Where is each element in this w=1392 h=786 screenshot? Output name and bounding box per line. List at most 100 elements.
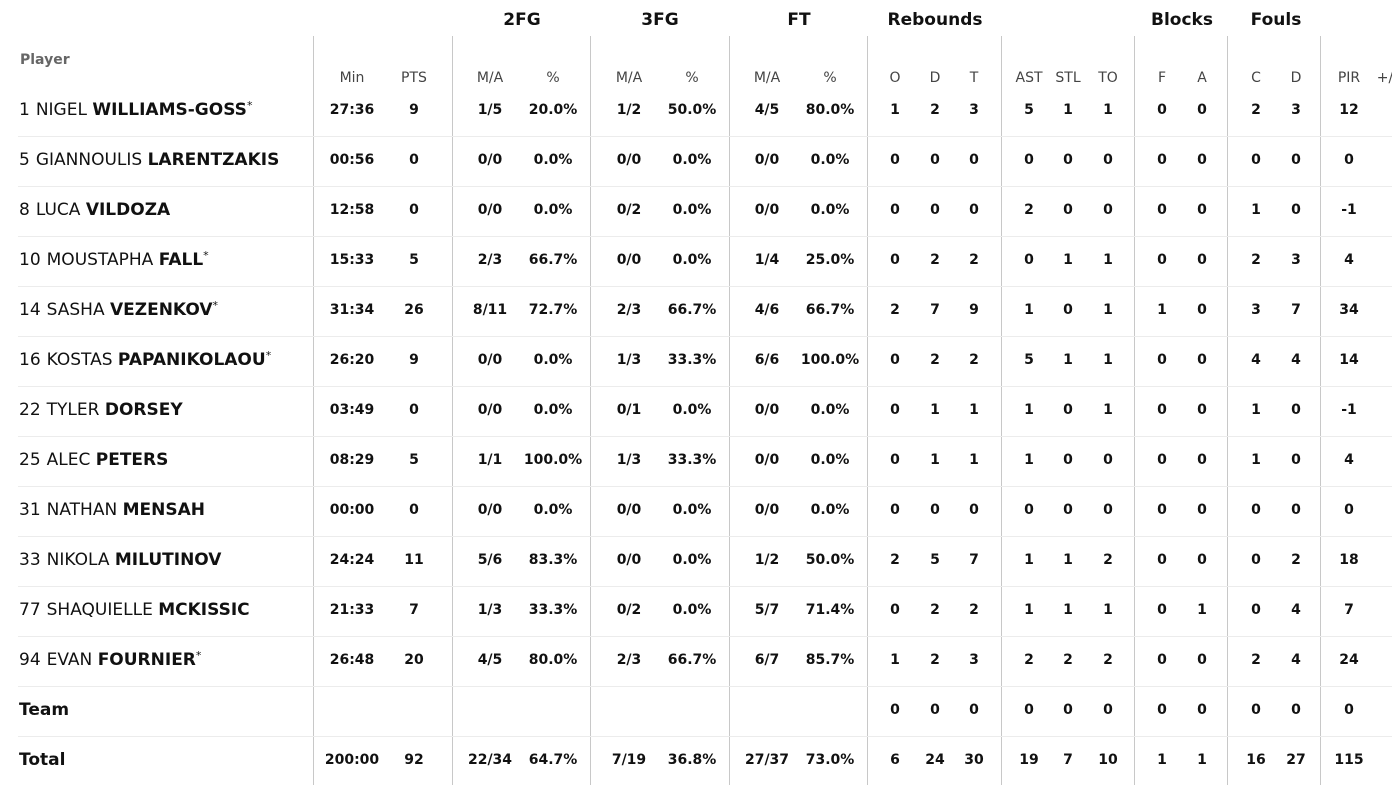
player-last-name: VILDOZA bbox=[85, 200, 171, 220]
stat-to: 2 bbox=[1103, 552, 1113, 568]
stat-3fg-ma: 7/19 bbox=[611, 752, 647, 768]
stat-2fg-pct: 0.0% bbox=[533, 352, 573, 368]
column-divider bbox=[1134, 36, 1135, 785]
stat-pir: 24 bbox=[1339, 652, 1359, 668]
stat-reb-o: 2 bbox=[890, 302, 900, 318]
stat-pts: 11 bbox=[404, 552, 424, 568]
stat-2fg-pct: 83.3% bbox=[528, 552, 578, 568]
player-last-name: WILLIAMS-GOSS bbox=[92, 100, 247, 120]
player-name[interactable]: 5 GIANNOULIS LARENTZAKIS bbox=[19, 150, 279, 170]
player-row[interactable]: 25 ALEC PETERS 08:29 5 1/1 100.0% 1/3 33.3% 0/0 0… bbox=[0, 436, 1392, 486]
player-row[interactable]: 94 EVAN FOURNIER* 26:48 20 4/5 80.0% 2/3 66.7% 6… bbox=[0, 636, 1392, 686]
player-name[interactable]: 8 LUCA VILDOZA bbox=[19, 200, 170, 220]
player-row[interactable]: 8 LUCA VILDOZA 12:58 0 0/0 0.0% 0/2 0.0% 0/0 0.0%… bbox=[0, 186, 1392, 236]
player-row[interactable]: 14 SASHA VEZENKOV* 31:34 26 8/11 72.7% 2/3 66.7… bbox=[0, 286, 1392, 336]
player-row[interactable]: 16 KOSTAS PAPANIKOLAOU* 26:20 9 0/0 0.0% 1/3 33… bbox=[0, 336, 1392, 386]
stat-2fg-pct: 20.0% bbox=[528, 102, 578, 118]
player-row[interactable]: 22 TYLER DORSEY 03:49 0 0/0 0.0% 0/1 0.0% 0/0 0.0… bbox=[0, 386, 1392, 436]
stat-ft-pct: 0.0% bbox=[810, 152, 850, 168]
column-divider bbox=[313, 36, 314, 785]
stat-blk-a: 0 bbox=[1197, 652, 1207, 668]
stat-blk-f: 1 bbox=[1157, 752, 1167, 768]
stat-blk-a: 0 bbox=[1197, 152, 1207, 168]
col-header-ft-pct: % bbox=[823, 70, 837, 86]
stat-reb-t: 0 bbox=[969, 502, 979, 518]
player-number: 16 bbox=[19, 350, 41, 370]
total-row: Total 200:00 92 22/34 64.7% 7/19 36.8% 27/37 73.… bbox=[0, 736, 1392, 786]
player-first-name: TYLER bbox=[46, 400, 100, 420]
stat-3fg-ma: 0/0 bbox=[616, 502, 642, 518]
stat-pts: 0 bbox=[409, 502, 419, 518]
player-name[interactable]: 16 KOSTAS PAPANIKOLAOU* bbox=[19, 349, 271, 370]
stat-stl: 1 bbox=[1063, 552, 1073, 568]
player-last-name: VEZENKOV bbox=[110, 300, 213, 320]
player-first-name: SASHA bbox=[46, 300, 105, 320]
stat-2fg-pct: 72.7% bbox=[528, 302, 578, 318]
stat-3fg-pct: 0.0% bbox=[672, 202, 712, 218]
stat-ft-pct: 50.0% bbox=[805, 552, 855, 568]
stat-pir: -1 bbox=[1341, 202, 1357, 218]
stat-pir: 0 bbox=[1344, 702, 1354, 718]
stat-reb-o: 6 bbox=[890, 752, 900, 768]
stat-blk-f: 0 bbox=[1157, 252, 1167, 268]
stat-blk-a: 1 bbox=[1197, 602, 1207, 618]
player-first-name: GIANNOULIS bbox=[35, 150, 143, 170]
stat-stl: 0 bbox=[1063, 202, 1073, 218]
stat-stl: 1 bbox=[1063, 252, 1073, 268]
stat-reb-o: 0 bbox=[890, 202, 900, 218]
player-row[interactable]: 5 GIANNOULIS LARENTZAKIS 00:56 0 0/0 0.0% 0/0 0… bbox=[0, 136, 1392, 186]
starter-mark: * bbox=[212, 299, 219, 312]
stat-2fg-pct: 0.0% bbox=[533, 502, 573, 518]
player-name[interactable]: 1 NIGEL WILLIAMS-GOSS* bbox=[19, 99, 253, 120]
stat-ft-ma: 4/6 bbox=[754, 302, 780, 318]
player-name[interactable]: 33 NIKOLA MILUTINOV bbox=[19, 550, 221, 570]
stat-min: 03:49 bbox=[329, 402, 375, 418]
stat-pir: 12 bbox=[1339, 102, 1359, 118]
player-row[interactable]: 77 SHAQUIELLE MCKISSIC 21:33 7 1/3 33.3% 0/2 0.… bbox=[0, 586, 1392, 636]
player-name[interactable]: 14 SASHA VEZENKOV* bbox=[19, 299, 219, 320]
player-name[interactable]: 25 ALEC PETERS bbox=[19, 450, 168, 470]
stat-min: 26:48 bbox=[329, 652, 375, 668]
player-row[interactable]: 1 NIGEL WILLIAMS-GOSS* 27:36 9 1/5 20.0% 1/2 50… bbox=[0, 86, 1392, 136]
stat-blk-a: 0 bbox=[1197, 102, 1207, 118]
player-name[interactable]: 77 SHAQUIELLE MCKISSIC bbox=[19, 600, 250, 620]
col-header-plus-minus: +/ bbox=[1376, 70, 1392, 86]
stat-foul-d: 0 bbox=[1291, 702, 1301, 718]
stat-foul-d: 4 bbox=[1291, 602, 1301, 618]
stat-ft-ma: 1/2 bbox=[754, 552, 780, 568]
player-row[interactable]: 10 MOUSTAPHA FALL* 15:33 5 2/3 66.7% 0/0 0.0% 1/… bbox=[0, 236, 1392, 286]
stat-ast: 5 bbox=[1024, 102, 1034, 118]
stat-2fg-ma: 1/3 bbox=[477, 602, 503, 618]
col-header-2fg-pct: % bbox=[546, 70, 560, 86]
col-header-3fg-ma: M/A bbox=[615, 70, 643, 86]
starter-mark: * bbox=[246, 99, 253, 112]
starter-mark: * bbox=[203, 249, 209, 262]
player-name[interactable]: 31 NATHAN MENSAH bbox=[19, 500, 205, 520]
stat-ft-pct: 0.0% bbox=[810, 402, 850, 418]
player-row[interactable]: 33 NIKOLA MILUTINOV 24:24 11 5/6 83.3% 0/0 0.0%… bbox=[0, 536, 1392, 586]
player-last-name: PETERS bbox=[95, 450, 169, 470]
player-name[interactable]: 10 MOUSTAPHA FALL* bbox=[19, 249, 209, 270]
stat-blk-f: 1 bbox=[1157, 302, 1167, 318]
stat-to: 2 bbox=[1103, 652, 1113, 668]
player-number: 31 bbox=[19, 500, 41, 520]
stat-3fg-pct: 33.3% bbox=[667, 352, 717, 368]
stat-foul-c: 4 bbox=[1251, 352, 1261, 368]
stat-foul-d: 27 bbox=[1286, 752, 1306, 768]
stat-reb-d: 2 bbox=[930, 352, 940, 368]
player-first-name: EVAN bbox=[46, 650, 93, 670]
column-divider bbox=[729, 36, 730, 785]
player-number: 94 bbox=[19, 650, 41, 670]
player-row[interactable]: 31 NATHAN MENSAH 00:00 0 0/0 0.0% 0/0 0.0% 0/0 0.… bbox=[0, 486, 1392, 536]
col-header-blk-a: A bbox=[1197, 70, 1207, 86]
stat-pir: 7 bbox=[1344, 602, 1354, 618]
stat-to: 0 bbox=[1103, 152, 1113, 168]
player-name[interactable]: 22 TYLER DORSEY bbox=[19, 400, 183, 420]
group-2fg-header: 2FG bbox=[503, 10, 541, 30]
player-name[interactable]: 94 EVAN FOURNIER* bbox=[19, 649, 201, 670]
col-header-ft-ma: M/A bbox=[753, 70, 781, 86]
stat-3fg-pct: 33.3% bbox=[667, 452, 717, 468]
player-last-name: FALL bbox=[158, 250, 204, 270]
player-first-name: MOUSTAPHA bbox=[46, 250, 154, 270]
stat-ft-ma: 0/0 bbox=[754, 202, 780, 218]
